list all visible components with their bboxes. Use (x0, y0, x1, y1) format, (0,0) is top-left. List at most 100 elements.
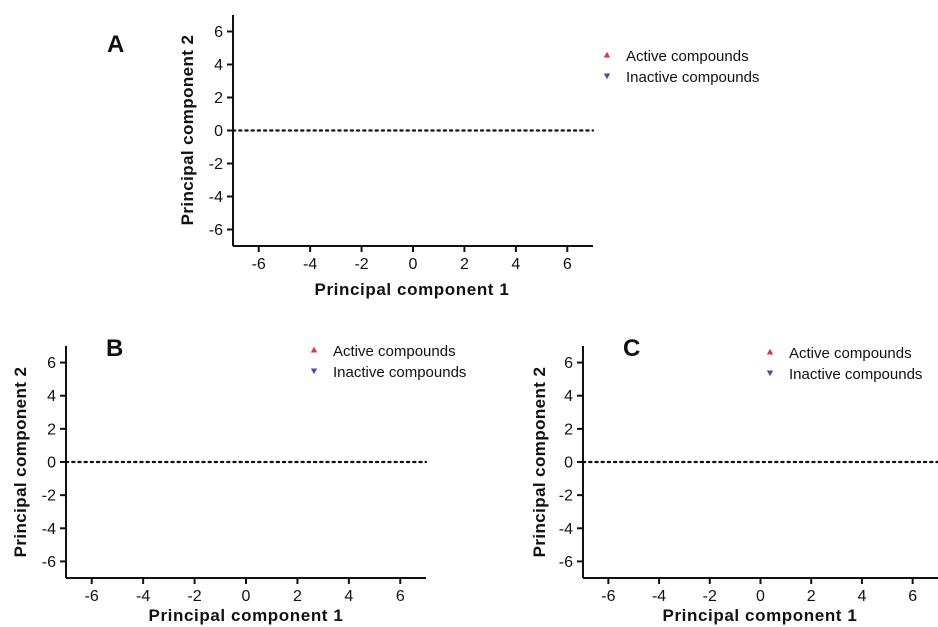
y-tick-label: 4 (214, 57, 223, 74)
y-tick-label: -2 (42, 488, 56, 505)
point-active (812, 422, 814, 424)
point-active (296, 458, 298, 461)
point-active (801, 438, 804, 441)
legend-label: Inactive compounds (626, 69, 759, 86)
panel-b: -6 -4 -2 0 2 4 6 -6 -4 -2 0 2 4 6 Principal component … (11, 335, 466, 625)
x-tick-label: 0 (756, 588, 765, 605)
point-active (266, 439, 269, 441)
legend-marker-active (603, 51, 611, 58)
x-axis-title: Principal component 1 (663, 606, 858, 625)
point-active (263, 457, 265, 459)
y-tick-label: 6 (47, 355, 56, 372)
points-layer (129, 406, 362, 522)
point-active (287, 471, 290, 474)
x-tick-label: -6 (85, 588, 99, 605)
x-tick-label: -2 (703, 588, 717, 605)
point-active (291, 446, 293, 449)
point-active (255, 435, 257, 438)
point-active (297, 466, 300, 468)
panel-label: A (107, 31, 124, 58)
point-active (271, 454, 274, 457)
point-active (305, 513, 307, 516)
legend-label: Inactive compounds (789, 366, 922, 383)
legend: Active compounds Inactive compounds (310, 343, 466, 381)
x-tick-label: -6 (601, 588, 615, 605)
legend-label: Active compounds (789, 345, 912, 362)
point-active (277, 449, 280, 451)
point-active (256, 444, 258, 446)
y-tick-label: 2 (47, 421, 56, 438)
y-axis-title: Principal component 2 (530, 367, 549, 558)
point-active (280, 476, 283, 479)
point-active (284, 441, 287, 443)
y-tick-label: 4 (47, 388, 56, 405)
point-active (274, 468, 277, 470)
legend: Active compounds Inactive compounds (766, 345, 922, 383)
legend-label: Inactive compounds (333, 364, 466, 381)
point-active (824, 445, 827, 448)
y-axis-title: Principal component 2 (178, 35, 197, 226)
point-active (700, 415, 703, 418)
y-tick-label: 0 (214, 123, 223, 140)
point-active (276, 463, 279, 466)
y-tick-label: 2 (564, 421, 573, 438)
point-active (771, 473, 774, 476)
panel-label: B (106, 335, 123, 362)
x-axis-title: Principal component 1 (149, 606, 344, 625)
x-tick-label: 0 (242, 588, 251, 605)
x-tick-label: -4 (303, 256, 317, 273)
x-tick-label: 6 (563, 256, 572, 273)
point-active (286, 480, 289, 482)
x-tick-label: 4 (857, 588, 866, 605)
point-active (784, 432, 786, 434)
point-active (276, 485, 278, 488)
panel-label: C (623, 335, 640, 362)
y-tick-label: -6 (559, 554, 573, 571)
legend-marker-inactive (766, 370, 774, 377)
point-active (273, 477, 276, 480)
point-active (255, 503, 258, 506)
point-active (327, 436, 329, 439)
legend-label: Active compounds (333, 343, 456, 360)
y-tick-label: 6 (214, 24, 223, 41)
legend-marker-active (310, 346, 318, 353)
x-tick-label: -2 (354, 256, 368, 273)
y-tick-label: -2 (559, 488, 573, 505)
point-active (285, 449, 288, 452)
y-tick-label: -4 (559, 521, 573, 538)
legend-marker-inactive (310, 368, 318, 375)
y-tick-label: 0 (564, 455, 573, 472)
point-active (266, 426, 268, 429)
point-active (718, 458, 720, 461)
point-active (300, 471, 303, 474)
x-tick-label: -2 (187, 588, 201, 605)
x-tick-label: 4 (511, 256, 520, 273)
point-active (710, 471, 713, 473)
y-tick-label: -6 (209, 222, 223, 239)
point-active (776, 445, 779, 448)
point-active (284, 476, 287, 479)
point-active (312, 470, 315, 472)
x-axis-title: Principal component 1 (315, 280, 510, 299)
y-tick-label: -4 (42, 521, 56, 538)
point-active (321, 452, 324, 455)
point-active (318, 466, 320, 469)
point-active (339, 472, 342, 475)
legend: Active compounds Inactive compounds (603, 48, 759, 86)
point-active (283, 463, 286, 466)
point-active (305, 474, 308, 476)
point-active (264, 481, 267, 484)
y-tick-label: 4 (564, 388, 573, 405)
point-active (319, 481, 322, 483)
y-tick-label: -4 (209, 189, 223, 206)
x-tick-label: -4 (652, 588, 666, 605)
point-active (774, 435, 776, 438)
point-active (806, 442, 809, 444)
point-active (260, 505, 263, 508)
point-active (273, 448, 275, 451)
x-tick-label: 2 (460, 256, 469, 273)
y-tick-label: -2 (209, 156, 223, 173)
point-active (267, 434, 270, 436)
